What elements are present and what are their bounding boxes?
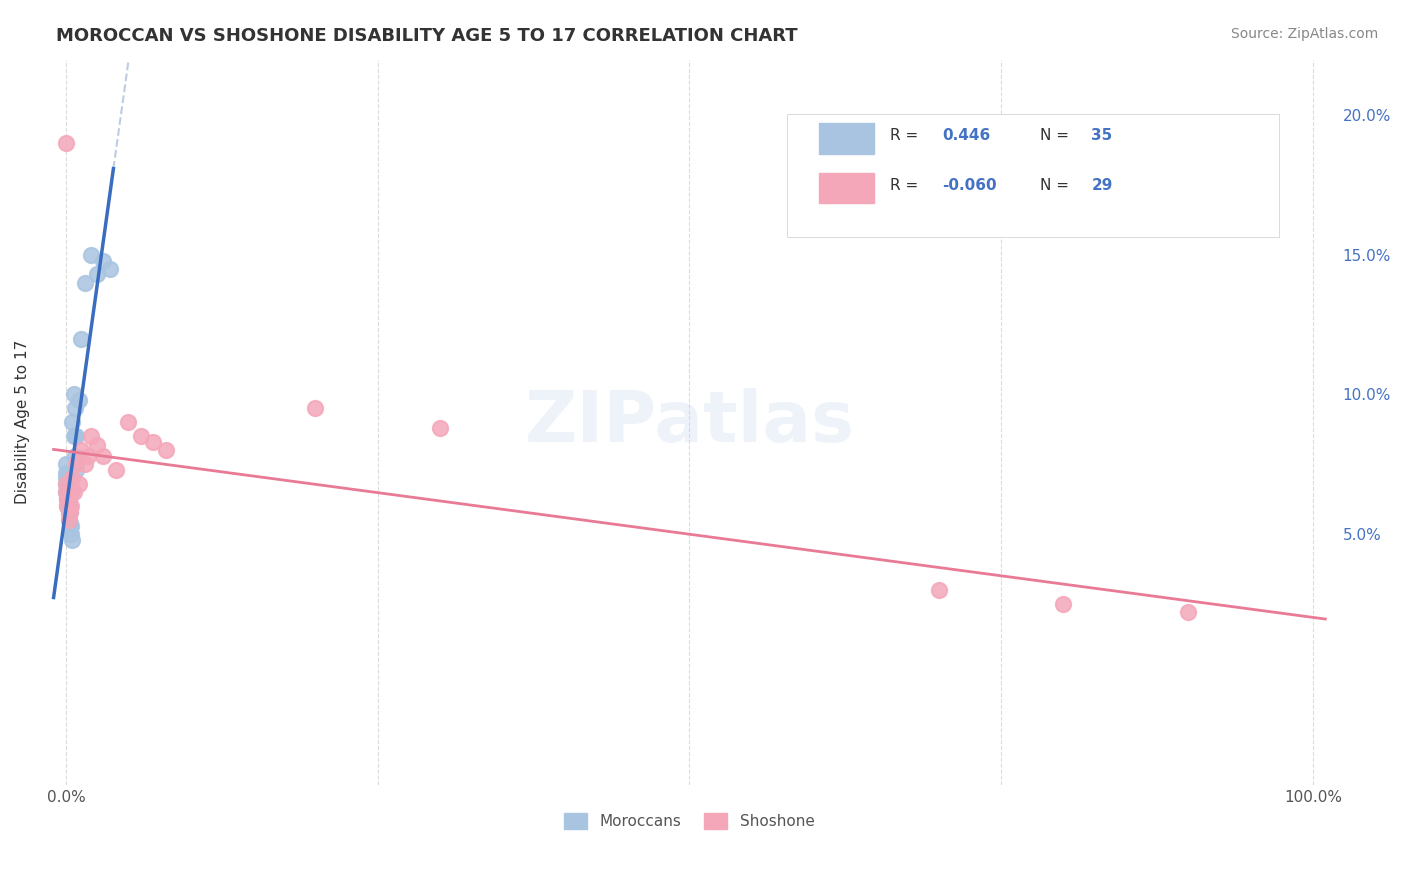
Point: [60, 471, 83, 485]
Point: [67, 392, 90, 407]
Point: [928, 582, 950, 597]
Point: [93, 449, 115, 463]
Point: [58, 499, 80, 513]
Legend: Moroccans, Shoshone: Moroccans, Shoshone: [558, 807, 821, 836]
Point: [98, 261, 121, 276]
Point: [55, 471, 77, 485]
Point: [55, 485, 77, 500]
Point: [86, 268, 108, 282]
Point: [1052, 597, 1074, 611]
Text: 29: 29: [1091, 178, 1112, 193]
Text: N =: N =: [1039, 128, 1073, 144]
Point: [65, 463, 87, 477]
Point: [55, 485, 77, 500]
Point: [55, 476, 77, 491]
Point: [304, 401, 326, 416]
Point: [56, 493, 79, 508]
Point: [80, 248, 103, 262]
Point: [55, 476, 77, 491]
Point: [58, 493, 80, 508]
Point: [58, 513, 80, 527]
Point: [58, 505, 80, 519]
Y-axis label: Disability Age 5 to 17: Disability Age 5 to 17: [15, 340, 30, 505]
Point: [60, 415, 83, 429]
Point: [73, 457, 96, 471]
Text: -0.060: -0.060: [942, 178, 997, 193]
Point: [117, 415, 139, 429]
Point: [73, 276, 96, 290]
Point: [155, 443, 177, 458]
Text: MOROCCAN VS SHOSHONE DISABILITY AGE 5 TO 17 CORRELATION CHART: MOROCCAN VS SHOSHONE DISABILITY AGE 5 TO…: [56, 27, 797, 45]
Point: [58, 508, 80, 522]
Point: [63, 401, 86, 416]
Point: [93, 253, 115, 268]
Point: [59, 505, 82, 519]
Text: N =: N =: [1039, 178, 1073, 193]
Point: [56, 499, 79, 513]
Point: [56, 499, 79, 513]
Point: [429, 421, 451, 435]
Point: [62, 429, 84, 443]
Point: [59, 521, 82, 535]
Text: Source: ZipAtlas.com: Source: ZipAtlas.com: [1230, 27, 1378, 41]
Point: [55, 136, 77, 151]
Point: [56, 483, 79, 497]
Point: [67, 476, 90, 491]
Point: [59, 505, 82, 519]
Point: [60, 533, 83, 547]
Point: [1177, 605, 1199, 619]
Point: [59, 485, 82, 500]
Point: [55, 466, 77, 480]
Point: [77, 449, 100, 463]
Point: [80, 429, 103, 443]
Point: [129, 429, 152, 443]
Point: [60, 499, 83, 513]
Text: 0.446: 0.446: [942, 128, 991, 144]
Point: [55, 457, 77, 471]
Point: [70, 443, 93, 458]
Text: 35: 35: [1091, 128, 1112, 144]
Point: [142, 434, 165, 449]
Point: [56, 491, 79, 505]
Text: ZIPatlas: ZIPatlas: [524, 388, 855, 457]
Point: [60, 485, 83, 500]
Text: R =: R =: [890, 128, 924, 144]
Point: [58, 513, 80, 527]
Bar: [820, 123, 873, 154]
Point: [56, 491, 79, 505]
Point: [86, 438, 108, 452]
Point: [60, 527, 83, 541]
Point: [104, 463, 127, 477]
Point: [70, 332, 93, 346]
FancyBboxPatch shape: [787, 114, 1279, 237]
Point: [59, 516, 82, 530]
Text: R =: R =: [890, 178, 924, 193]
Point: [62, 387, 84, 401]
Point: [63, 449, 86, 463]
Point: [65, 457, 87, 471]
Point: [62, 485, 84, 500]
Bar: [820, 173, 873, 203]
Point: [65, 429, 87, 443]
Point: [60, 518, 83, 533]
